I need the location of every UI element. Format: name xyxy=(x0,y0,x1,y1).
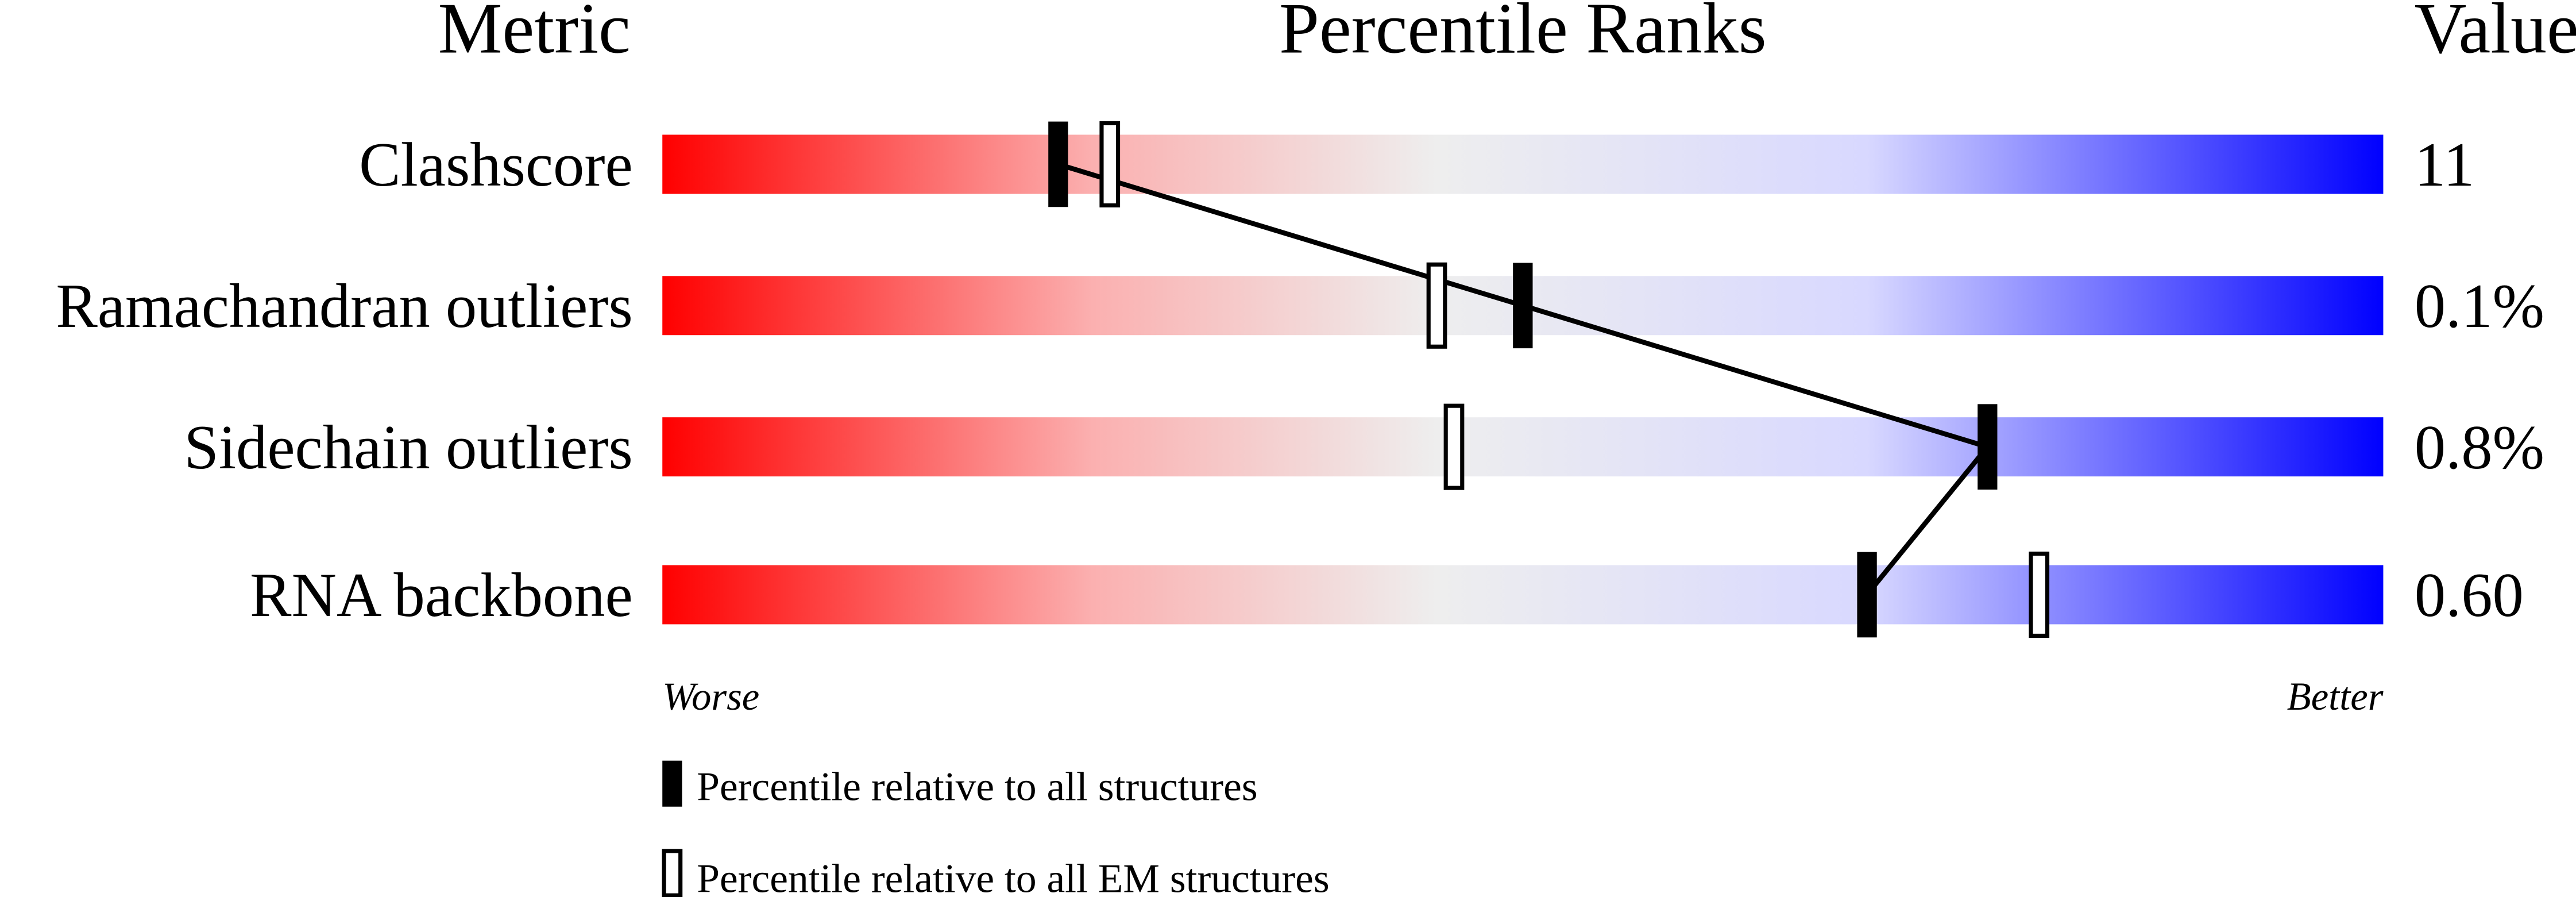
marker-all xyxy=(1513,263,1533,349)
metric-label: Clashscore xyxy=(359,130,633,199)
metric-label: Ramachandran outliers xyxy=(56,272,632,341)
legend-open-marker xyxy=(662,849,683,897)
legend-em: Percentile relative to all EM structures xyxy=(697,856,1329,897)
connecting-line xyxy=(1057,161,1992,596)
marker-em xyxy=(1426,262,1447,349)
marker-all xyxy=(1048,121,1068,207)
header-metric: Metric xyxy=(438,0,631,68)
metric-label: Sidechain outliers xyxy=(184,413,632,482)
header-value: Value xyxy=(2415,0,2576,68)
metric-label: RNA backbone xyxy=(250,561,633,630)
percentile-bar xyxy=(662,134,2384,194)
legend-all: Percentile relative to all structures xyxy=(697,764,1257,809)
marker-all xyxy=(1857,552,1877,638)
metric-value: 0.60 xyxy=(2415,561,2524,630)
metric-value: 0.1% xyxy=(2415,272,2544,341)
header-percentile-ranks: Percentile Ranks xyxy=(1279,0,1767,68)
legend-filled-marker xyxy=(662,760,682,807)
marker-em xyxy=(2029,551,2050,638)
metric-value: 0.8% xyxy=(2415,413,2544,482)
marker-all xyxy=(1978,404,1998,490)
marker-em xyxy=(1443,403,1465,490)
percentile-bar xyxy=(662,417,2384,477)
axis-label-better: Better xyxy=(2287,675,2384,718)
axis-label-worse: Worse xyxy=(662,675,759,718)
marker-em xyxy=(1099,121,1121,207)
metric-value: 11 xyxy=(2415,130,2475,199)
percentile-bar xyxy=(662,565,2384,625)
